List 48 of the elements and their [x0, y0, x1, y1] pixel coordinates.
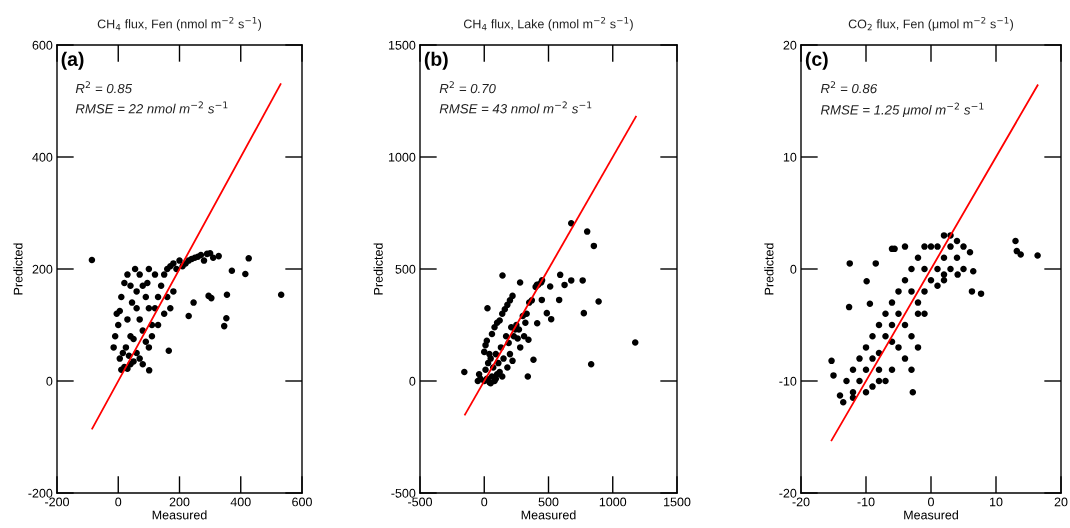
annotation: RMSE = 1.25 μmol m$^{−2}$ s$^{−1}$ — [820, 102, 984, 117]
x-tick-label: -500 — [408, 497, 433, 507]
y-tick-label: 200 — [32, 264, 53, 274]
y-tick-label: 10 — [783, 152, 797, 162]
x-tick-label: 200 — [169, 497, 190, 507]
annotation: R$^{2}$ = 0.85 — [75, 81, 133, 94]
x-tick-label: -200 — [45, 497, 70, 507]
annotation: RMSE = 22 nmol m$^{−2}$ s$^{−1}$ — [75, 101, 228, 114]
x-tick-label: 500 — [538, 497, 559, 507]
chart-title: CH$_{4}$ flux, Lake (nmol m$^{−2}$ s$^{−1}$) — [463, 16, 633, 31]
x-tick-label: -20 — [792, 497, 810, 507]
x-axis-title: Measured — [152, 510, 207, 520]
annotation: (c) — [805, 51, 828, 70]
annotation: (a) — [61, 51, 84, 70]
y-axis-title: Predicted — [373, 243, 383, 295]
x-tick-label: 1500 — [664, 497, 691, 507]
x-tick-label: 20 — [1054, 497, 1068, 507]
y-tick-label: 20 — [783, 40, 797, 50]
x-axis-title: Measured — [904, 510, 958, 520]
x-tick-label: 10 — [990, 497, 1003, 507]
y-tick-label: 600 — [32, 40, 53, 50]
y-tick-label: 400 — [32, 152, 53, 162]
x-axis-title: Measured — [521, 510, 576, 520]
y-tick-label: 1500 — [388, 40, 416, 50]
y-tick-label: -20 — [779, 488, 797, 498]
chart-title: CO$_{2}$ flux, Fen (μmol m$^{−2}$ s$^{−1}$) — [848, 16, 1014, 31]
y-tick-label: 0 — [46, 376, 53, 386]
x-tick-label: 0 — [115, 497, 122, 507]
x-tick-label: 600 — [292, 497, 312, 507]
y-tick-label: 0 — [409, 376, 416, 386]
y-tick-label: -200 — [28, 488, 53, 498]
x-tick-label: 1000 — [599, 497, 627, 507]
annotation: (b) — [424, 51, 448, 70]
x-tick-label: 0 — [928, 497, 934, 507]
y-tick-label: 0 — [790, 264, 797, 274]
y-tick-label: -10 — [779, 376, 797, 386]
x-tick-label: 400 — [230, 497, 251, 507]
chart-title: CH$_{4}$ flux, Fen (nmol m$^{−2}$ s$^{−1}$) — [97, 16, 262, 31]
y-axis-title: Predicted — [13, 243, 23, 295]
y-tick-label: 500 — [395, 264, 416, 274]
y-tick-label: 1000 — [388, 152, 416, 162]
annotation: RMSE = 43 nmol m$^{−2}$ s$^{−1}$ — [439, 101, 592, 114]
y-axis-title: Predicted — [764, 243, 774, 295]
annotation: R$^{2}$ = 0.70 — [439, 81, 496, 94]
y-tick-label: -500 — [391, 488, 416, 498]
x-tick-label: 0 — [481, 497, 488, 507]
x-tick-label: -10 — [857, 497, 875, 507]
annotation: R$^{2}$ = 0.86 — [820, 81, 878, 94]
